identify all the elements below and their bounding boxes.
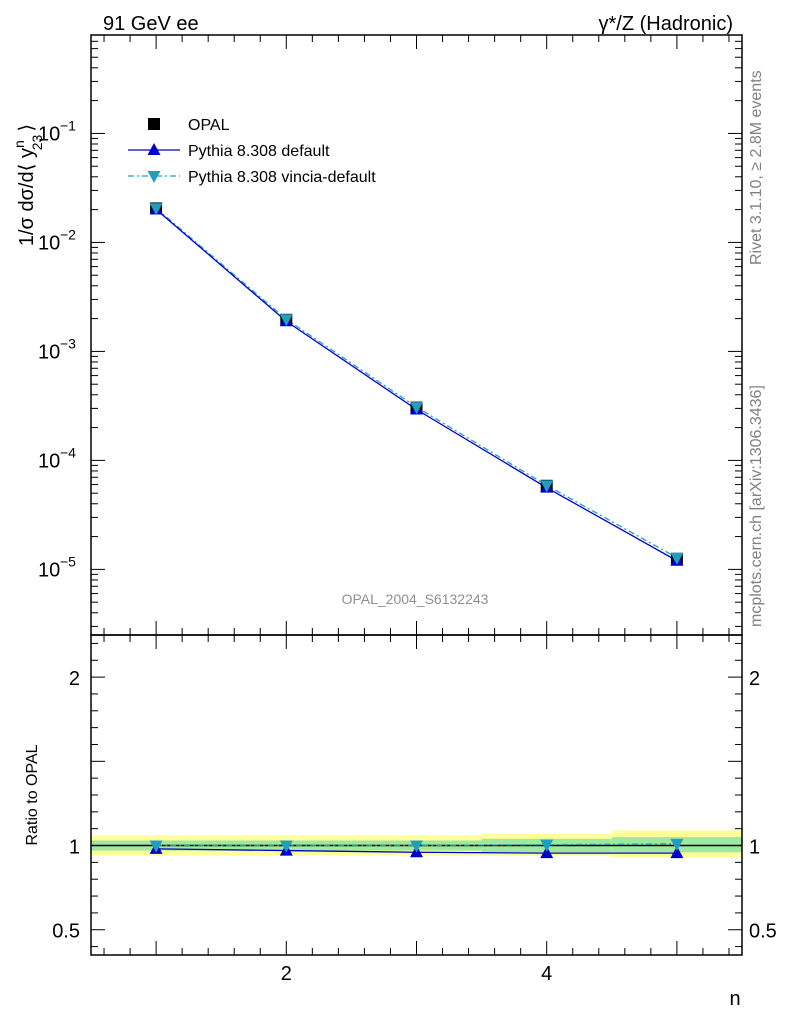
legend: OPAL Pythia 8.308 default Pythia 8.308 vin…	[128, 117, 376, 186]
ratio-y-tick-label-right: 0.5	[749, 921, 777, 943]
ratio-vincia-point	[410, 840, 423, 853]
vincia-point	[279, 314, 293, 327]
ratio-vincia-point	[149, 840, 163, 853]
ratio-y-axis-label: Ratio to OPAL	[24, 744, 41, 845]
legend-label: Pythia 8.308 vincia-default	[188, 169, 376, 186]
main-y-axis-label-close: ⟩	[16, 124, 38, 132]
legend-label: OPAL	[188, 117, 230, 134]
ratio-default-point	[670, 846, 684, 859]
vincia-point	[410, 402, 423, 415]
main-y-axis-label-main: 1/σ dσ/d⟨ y	[16, 148, 38, 246]
main-y-axis-label-sup: n	[11, 140, 27, 148]
ratio-y-tick-label-left: 1	[69, 837, 80, 859]
main-y-tick-label: 10	[38, 559, 60, 581]
main-y-tick-label: 10	[38, 123, 60, 145]
main-y-axis-label-sub: 23	[29, 134, 45, 150]
ratio-y-tick-label-right: 2	[749, 668, 760, 690]
x-tick-label: 4	[541, 963, 552, 985]
main-series	[149, 202, 684, 566]
main-panel: 10−510−410−310−210−1 OPAL_2004_S6132243	[38, 34, 743, 636]
ratio-y-tick-label-right: 1	[749, 837, 760, 859]
main-y-tick-label: 10	[38, 232, 60, 254]
vincia-point	[149, 203, 163, 216]
ratio-y-tick-label-left: 2	[69, 668, 80, 690]
main-y-tick-label: 10	[38, 341, 60, 363]
ratio-y-tick-labels: 0.5 0.5 1 1 2 2	[52, 668, 777, 943]
main-y-tick-exponent: −4	[60, 444, 76, 460]
mcplots-label: mcplots.cern.ch [arXiv:1306.3436]	[748, 385, 765, 627]
main-y-tick-label: 10	[38, 450, 60, 472]
series-line-default	[155, 208, 678, 562]
watermark: OPAL_2004_S6132243	[342, 591, 489, 607]
vincia-point	[670, 552, 684, 565]
legend-marker-opal	[148, 118, 160, 130]
ratio-series	[149, 838, 684, 859]
header-left: 91 GeV ee	[103, 13, 199, 35]
rivet-label: Rivet 3.1.10, ≥ 2.8M events	[748, 70, 765, 265]
series-line-vincia	[155, 207, 678, 559]
header-right: γ*/Z (Hadronic)	[599, 13, 733, 35]
ratio-ticks	[91, 635, 742, 955]
vincia-point	[540, 480, 554, 493]
ratio-frame	[90, 634, 743, 956]
main-y-tick-exponent: −1	[60, 117, 76, 133]
ratio-line-vincia	[156, 843, 677, 847]
ratio-vincia-point	[670, 838, 684, 851]
ratio-y-tick-label-left: 0.5	[52, 921, 80, 943]
main-y-tick-exponent: −5	[60, 553, 76, 569]
ratio-vincia-point	[279, 840, 293, 853]
legend-marker-default	[147, 143, 161, 155]
legend-label: Pythia 8.308 default	[188, 143, 330, 160]
main-y-axis-label: 1/σ dσ/d⟨ yn 23 ⟩	[11, 124, 45, 246]
x-axis-label: n	[729, 988, 740, 1010]
ratio-vincia-point	[540, 839, 554, 852]
ratio-default-point	[540, 846, 554, 859]
main-ticks	[91, 34, 742, 635]
legend-marker-vincia	[147, 171, 161, 183]
x-tick-label: 2	[281, 963, 292, 985]
main-y-tick-labels: 10−510−410−310−210−1	[38, 117, 76, 581]
main-y-tick-exponent: −2	[60, 226, 76, 242]
main-y-tick-exponent: −3	[60, 335, 76, 351]
